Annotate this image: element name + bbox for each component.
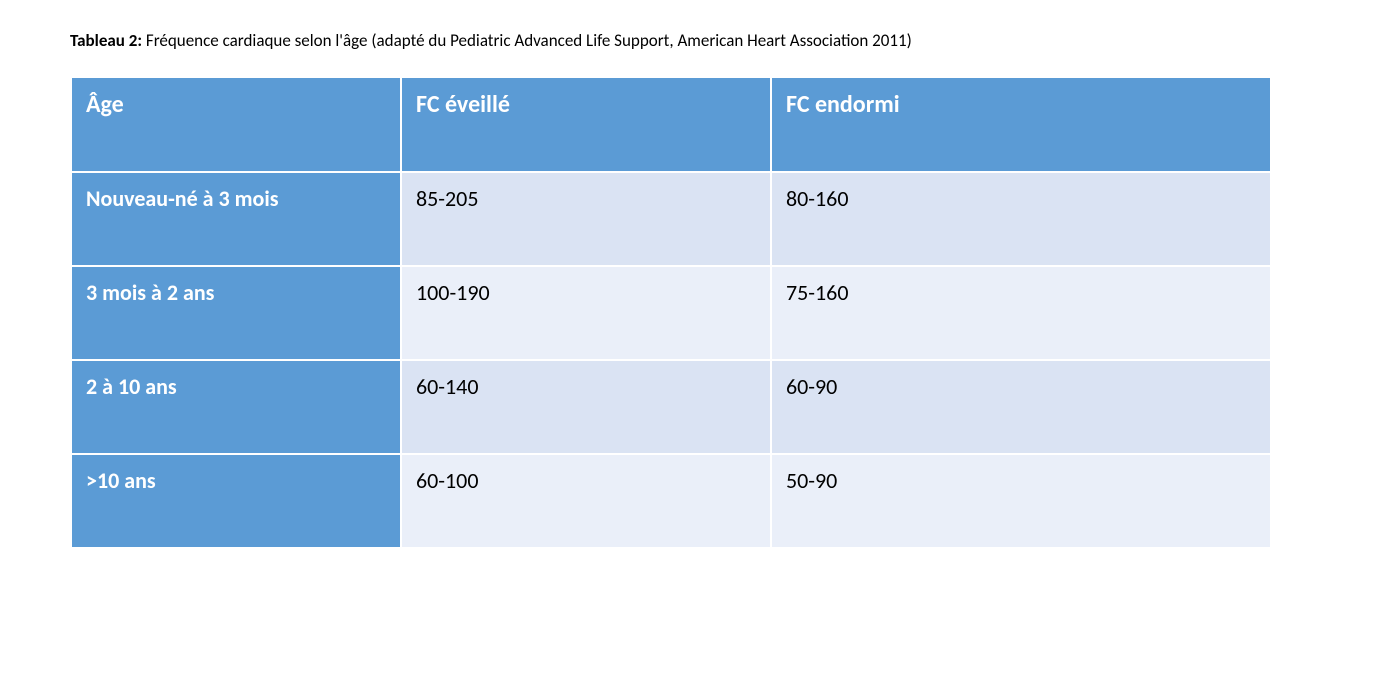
cell-awake: 100-190 [401, 266, 771, 360]
caption-text: Fréquence cardiaque selon l'âge (adapté … [142, 30, 912, 51]
cell-age: >10 ans [71, 454, 401, 548]
table-caption: Tableau 2: Fréquence cardiaque selon l'â… [70, 30, 1330, 52]
table-row: >10 ans 60-100 50-90 [71, 454, 1271, 548]
cell-asleep: 75-160 [771, 266, 1271, 360]
cell-age: 3 mois à 2 ans [71, 266, 401, 360]
caption-label: Tableau 2: [70, 30, 142, 51]
col-header-age: Âge [71, 77, 401, 172]
cell-awake: 85-205 [401, 172, 771, 266]
cell-age: Nouveau-né à 3 mois [71, 172, 401, 266]
table-row: 3 mois à 2 ans 100-190 75-160 [71, 266, 1271, 360]
cell-awake: 60-140 [401, 360, 771, 454]
cell-asleep: 60-90 [771, 360, 1271, 454]
cell-asleep: 50-90 [771, 454, 1271, 548]
col-header-asleep: FC endormi [771, 77, 1271, 172]
page: Tableau 2: Fréquence cardiaque selon l'â… [0, 0, 1400, 549]
table-row: Nouveau-né à 3 mois 85-205 80-160 [71, 172, 1271, 266]
table-row: 2 à 10 ans 60-140 60-90 [71, 360, 1271, 454]
cell-age: 2 à 10 ans [71, 360, 401, 454]
heart-rate-table: Âge FC éveillé FC endormi Nouveau-né à 3… [70, 76, 1272, 549]
cell-asleep: 80-160 [771, 172, 1271, 266]
col-header-awake: FC éveillé [401, 77, 771, 172]
cell-awake: 60-100 [401, 454, 771, 548]
table-header-row: Âge FC éveillé FC endormi [71, 77, 1271, 172]
